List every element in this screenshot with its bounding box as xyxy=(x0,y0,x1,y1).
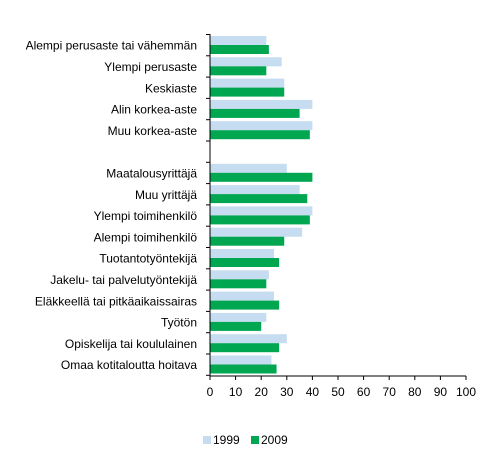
bar-2009-0 xyxy=(210,45,269,54)
category-labels: Alempi perusaste tai vähemmän Ylempi peru… xyxy=(26,39,198,372)
category-label: Muu korkea-aste xyxy=(108,124,198,138)
bar-1999-14 xyxy=(210,334,287,344)
bar-1999-1 xyxy=(210,57,282,67)
category-label: Alin korkea-aste xyxy=(111,103,197,117)
bar-2009-3 xyxy=(210,108,300,118)
category-label: Omaa kotitaloutta hoitava xyxy=(61,358,197,372)
legend-label-2009: 2009 xyxy=(261,433,288,447)
category-label: Ylempi toimihenkilö xyxy=(94,209,198,223)
bar-1999-4 xyxy=(210,121,313,131)
bar-2009-12 xyxy=(210,300,280,310)
category-label: Opiskelija tai koululainen xyxy=(65,337,197,351)
bar-1999-13 xyxy=(210,312,267,322)
bar-2009-15 xyxy=(210,364,277,374)
bar-1999-3 xyxy=(210,99,313,109)
bar-1999-15 xyxy=(210,355,272,365)
bar-2009-14 xyxy=(210,343,280,353)
bar-1999-8 xyxy=(210,206,313,216)
category-label: Alempi perusaste tai vähemmän xyxy=(26,39,197,53)
x-tick-label: 60 xyxy=(357,385,371,399)
x-tick-label: 80 xyxy=(408,385,422,399)
legend-label-1999: 1999 xyxy=(213,433,240,447)
bar-1999-9 xyxy=(210,227,303,237)
bar-1999-0 xyxy=(210,36,267,45)
category-label: Jakelu- tai palvelutyöntekijä xyxy=(50,273,197,287)
category-label: Työtön xyxy=(161,316,197,330)
bar-2009-11 xyxy=(210,279,267,289)
x-tick-label: 90 xyxy=(434,385,448,399)
x-tick-label: 40 xyxy=(306,385,320,399)
bar-1999-6 xyxy=(210,163,287,173)
x-tick-label: 30 xyxy=(280,385,294,399)
category-label: Alempi toimihenkilö xyxy=(94,230,198,244)
bar-2009-7 xyxy=(210,194,308,204)
category-label: Maatalousyrittäjä xyxy=(106,166,197,180)
x-axis-ticks: 0 10 20 30 40 50 60 70 80 90 100 xyxy=(207,376,476,399)
bar-2009-1 xyxy=(210,66,267,76)
x-tick-label: 50 xyxy=(331,385,345,399)
category-label: Ylempi perusaste xyxy=(104,60,197,74)
bar-2009-4 xyxy=(210,130,310,140)
bar-2009-10 xyxy=(210,258,280,267)
category-label: Muu yrittäjä xyxy=(135,188,197,202)
category-label: Keskiaste xyxy=(145,81,197,95)
bar-1999-11 xyxy=(210,270,269,280)
x-tick-label: 10 xyxy=(229,385,243,399)
bar-2009-8 xyxy=(210,215,310,225)
legend: 1999 2009 xyxy=(203,433,288,447)
bars-group xyxy=(210,36,313,374)
category-label: Eläkkeellä tai pitkäaikaissairas xyxy=(35,294,197,308)
legend-swatch-2009 xyxy=(251,436,259,444)
x-tick-label: 0 xyxy=(207,385,214,399)
category-label: Tuotantotyöntekijä xyxy=(99,252,197,266)
bar-2009-2 xyxy=(210,87,285,97)
bar-1999-7 xyxy=(210,185,300,195)
bar-1999-10 xyxy=(210,249,274,258)
bar-1999-2 xyxy=(210,78,285,88)
bar-2009-9 xyxy=(210,236,285,246)
x-tick-label: 70 xyxy=(383,385,397,399)
bar-2009-6 xyxy=(210,172,313,182)
legend-swatch-1999 xyxy=(203,436,211,444)
x-tick-label: 20 xyxy=(255,385,269,399)
bar-2009-13 xyxy=(210,321,262,331)
bar-1999-12 xyxy=(210,291,274,301)
x-tick-label: 100 xyxy=(456,385,476,399)
